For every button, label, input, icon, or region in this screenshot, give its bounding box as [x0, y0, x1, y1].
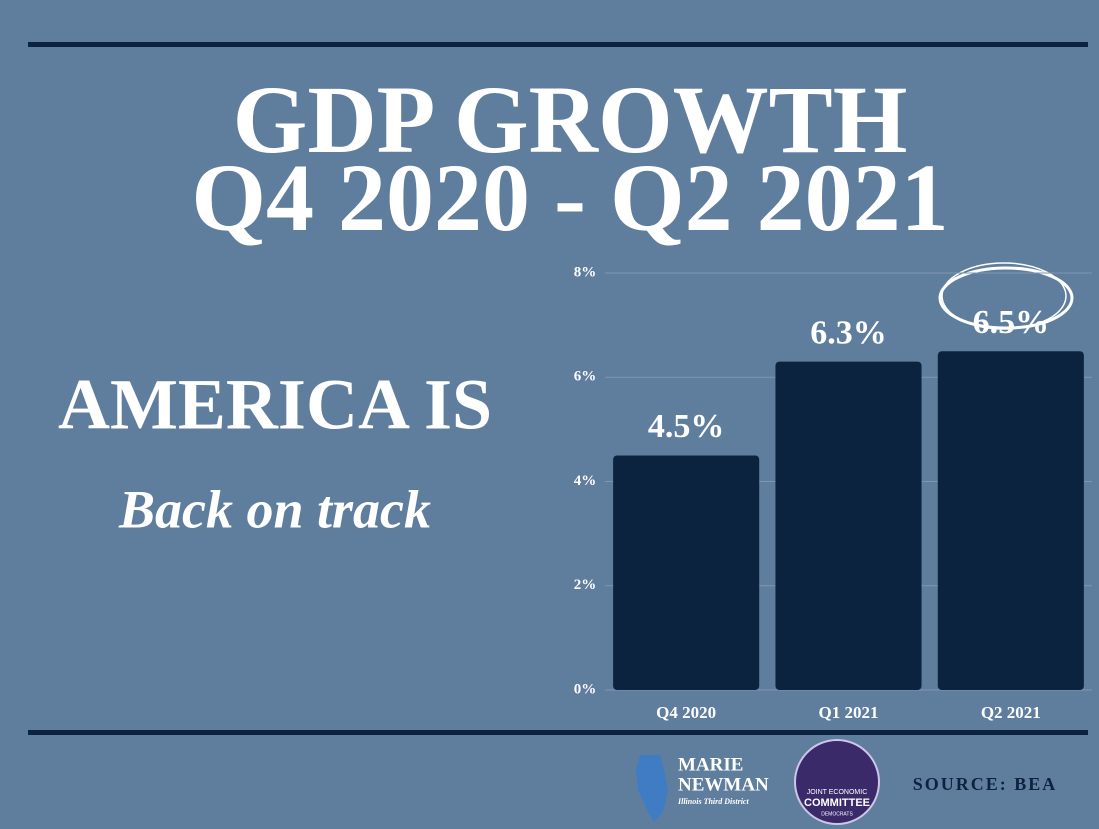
- highlight-circle: [938, 266, 1074, 330]
- seal-text: JOINT ECONOMIC: [807, 789, 868, 796]
- x-tick-label: Q1 2021: [819, 703, 879, 722]
- x-tick-label: Q4 2020: [656, 703, 716, 722]
- seal: [794, 739, 880, 825]
- seal-text: DEMOCRATS: [821, 811, 853, 817]
- highlight-circle: [941, 262, 1067, 330]
- chart-subtitle: Q4 2020 - Q2 2021: [191, 144, 948, 251]
- y-tick-label: 8%: [574, 264, 597, 280]
- bottom-rule: [28, 730, 1088, 735]
- seal-text: COMMITTEE: [804, 797, 870, 809]
- logo-district: Illinois Third District: [677, 797, 749, 806]
- bar: [613, 455, 760, 690]
- x-tick-label: Q2 2021: [981, 703, 1041, 722]
- data-label: 6.5%: [973, 304, 1050, 341]
- logo-name: MARIE: [678, 754, 743, 775]
- plot: 0% 2% 4% 6% 8% Q4 2020 4.5% Q1 2021 6.3% Q2 2021 6…: [574, 264, 1092, 722]
- y-tick-label: 2%: [574, 577, 597, 593]
- source: SOURCE: BEA: [913, 774, 1058, 794]
- y-tick-label: 6%: [574, 369, 597, 385]
- chart-title: GDP GROWTH: [233, 66, 908, 173]
- state-icon: [636, 755, 668, 822]
- data-label: 4.5%: [648, 408, 725, 445]
- annotation: Back on track: [118, 479, 431, 539]
- top-rule: [28, 42, 1088, 47]
- bar: [775, 361, 922, 690]
- data-label: 6.3%: [810, 314, 887, 351]
- y-tick-label: 0%: [574, 681, 597, 697]
- bar: [937, 351, 1084, 690]
- y-tick-label: 4%: [574, 473, 597, 489]
- annotation: AMERICA IS: [58, 365, 492, 445]
- logo-name: NEWMAN: [678, 774, 769, 795]
